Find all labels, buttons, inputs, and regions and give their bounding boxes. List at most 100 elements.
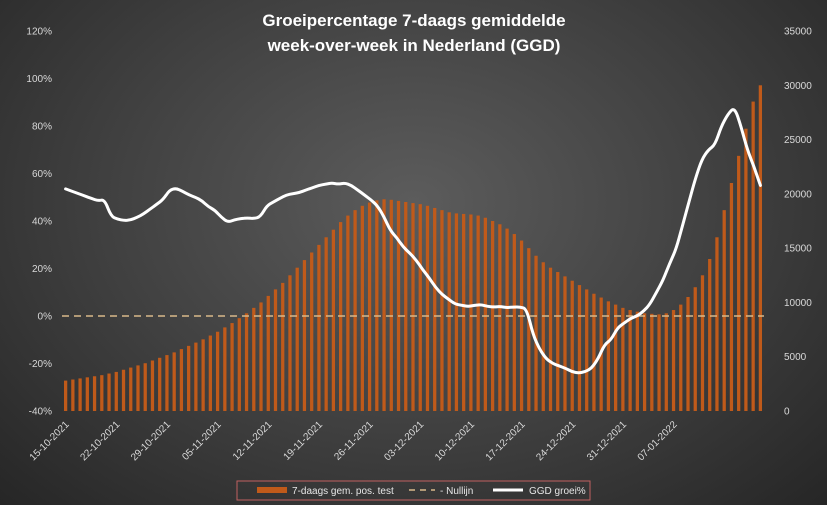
- bar: [577, 285, 582, 411]
- legend-label-zero: - Nullijn: [440, 486, 473, 497]
- bar: [165, 355, 169, 411]
- x-tick-label: 03-12-2021: [382, 419, 426, 463]
- bar: [281, 282, 285, 411]
- bar: [71, 379, 75, 411]
- bar: [512, 234, 516, 411]
- x-tick-label: 12-11-2021: [231, 419, 275, 463]
- bar: [187, 345, 191, 411]
- bar: [744, 128, 748, 411]
- bar: [201, 339, 205, 411]
- bar: [614, 304, 618, 411]
- chart-title-line-1: Groeipercentage 7-daags gemiddelde: [262, 11, 565, 30]
- right-tick-label: 20000: [784, 189, 812, 200]
- bar: [63, 380, 68, 411]
- bar: [353, 210, 357, 411]
- left-tick-label: 0%: [38, 312, 53, 323]
- x-tick-label: 22-10-2021: [78, 419, 122, 463]
- bar: [440, 210, 444, 411]
- bar: [230, 323, 234, 411]
- legend-label-bars: 7-daags gem. pos. test: [292, 486, 394, 497]
- bar: [548, 267, 553, 411]
- bar: [215, 331, 220, 411]
- bar: [288, 275, 292, 411]
- bar: [92, 376, 97, 411]
- bar: [686, 297, 690, 411]
- x-tick-label: 05-11-2021: [180, 419, 224, 463]
- bar: [519, 240, 524, 411]
- bar: [107, 373, 111, 411]
- growth-line-series: [64, 108, 762, 375]
- bar: [411, 203, 415, 411]
- left-tick-label: 120%: [26, 27, 52, 38]
- bar: [418, 204, 422, 411]
- bar: [541, 262, 545, 411]
- bar: [498, 224, 502, 411]
- legend-box: [236, 480, 591, 501]
- right-tick-label: 30000: [784, 81, 812, 92]
- bar: [570, 280, 574, 411]
- bar: [722, 210, 726, 411]
- bar: [266, 295, 270, 411]
- growth-line: [64, 108, 762, 375]
- bar: [150, 360, 155, 411]
- bar: [447, 212, 451, 411]
- bar: [317, 244, 321, 411]
- bar: [295, 267, 299, 411]
- bar: [483, 217, 487, 411]
- right-tick-label: 35000: [784, 27, 812, 38]
- bar: [331, 229, 336, 411]
- x-tick-label: 26-11-2021: [332, 419, 376, 463]
- bar: [671, 310, 676, 411]
- x-tick-label: 10-12-2021: [433, 419, 477, 463]
- bar: [476, 215, 480, 411]
- bar: [433, 207, 437, 411]
- bar: [679, 304, 683, 411]
- bar: [172, 352, 176, 411]
- bar: [136, 365, 140, 411]
- bar: [114, 371, 118, 411]
- bar: [360, 205, 364, 411]
- bar: [302, 260, 307, 411]
- bar: [223, 327, 227, 411]
- bar: [85, 377, 89, 411]
- bar: [208, 335, 212, 411]
- bar: [751, 101, 755, 411]
- bar: [490, 221, 495, 411]
- bar: [700, 275, 705, 411]
- bar: [708, 259, 712, 411]
- bar: [158, 357, 162, 411]
- bar: [556, 272, 560, 411]
- bar: [758, 85, 763, 411]
- bar: [628, 310, 632, 411]
- bar: [100, 375, 104, 411]
- x-tick-label: 15-10-2021: [28, 419, 72, 463]
- left-axis-ticks: -40% -20% 0% 20% 40% 60% 80% 100% 120%: [26, 27, 52, 418]
- bar: [179, 349, 184, 411]
- bar: [606, 301, 611, 411]
- right-tick-label: 10000: [784, 298, 812, 309]
- x-tick-label: 07-01-2022: [636, 419, 680, 463]
- bar: [657, 314, 661, 411]
- x-tick-label: 31-12-2021: [585, 419, 629, 463]
- bar: [635, 311, 639, 411]
- x-axis-ticks: 15-10-2021 22-10-2021 29-10-2021 05-11-2021…: [28, 419, 680, 463]
- bar: [273, 289, 278, 411]
- chart-title: Groeipercentage 7-daags gemiddelde week-…: [262, 11, 565, 55]
- bar: [563, 276, 567, 411]
- left-tick-label: 80%: [32, 122, 52, 133]
- bar: [259, 302, 263, 411]
- x-tick-label: 29-10-2021: [129, 419, 173, 463]
- bar: [592, 293, 596, 411]
- right-tick-label: 0: [784, 407, 790, 418]
- left-tick-label: 100%: [26, 74, 52, 85]
- bar: [244, 313, 249, 411]
- bar: [324, 237, 328, 411]
- right-axis-ticks: 0 5000 10000 15000 20000 25000 30000 35000: [784, 27, 812, 418]
- right-tick-label: 5000: [784, 352, 807, 363]
- bar: [715, 237, 719, 411]
- bar: [454, 213, 459, 411]
- bar: [367, 202, 372, 411]
- bar: [693, 287, 697, 411]
- bar: [469, 214, 473, 411]
